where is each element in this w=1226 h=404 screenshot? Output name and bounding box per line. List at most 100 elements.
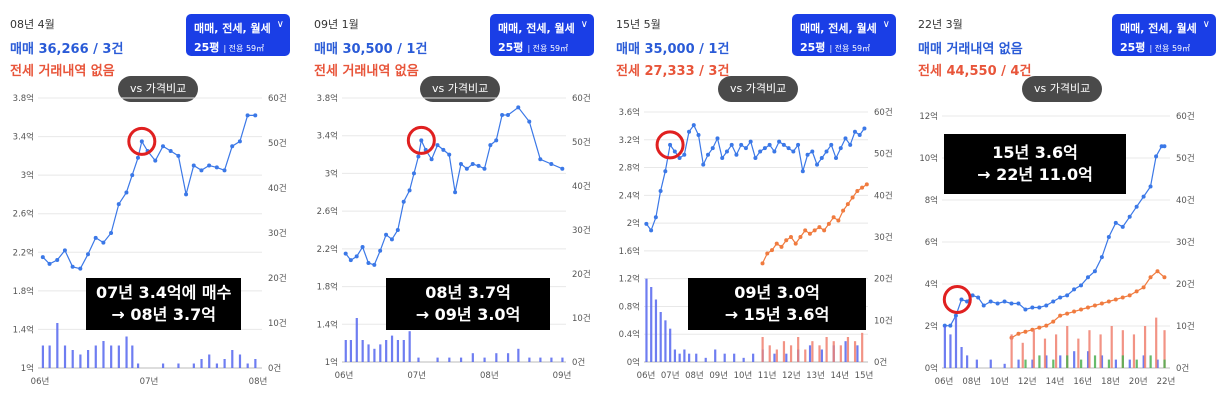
compare-price-button[interactable]: vs 가격비교 bbox=[1022, 76, 1103, 102]
sale-price-point bbox=[1037, 305, 1042, 310]
y-tick-label: 1.4억 bbox=[13, 324, 34, 335]
y2-tick-label: 60건 bbox=[874, 107, 893, 118]
volume-bar bbox=[1080, 359, 1083, 368]
volume-bar bbox=[1045, 355, 1048, 368]
volume-bar bbox=[654, 299, 658, 362]
x-tick-label: 06년 bbox=[935, 376, 954, 387]
sale-price-point bbox=[970, 293, 975, 298]
volume-bar bbox=[223, 359, 226, 368]
volume-bar bbox=[1003, 363, 1006, 368]
y2-tick-label: 60건 bbox=[572, 93, 591, 104]
volume-bar bbox=[56, 323, 59, 368]
sale-price-point bbox=[644, 221, 649, 226]
volume-bar bbox=[1024, 359, 1027, 368]
volume-bar bbox=[1156, 359, 1159, 368]
sale-price-point bbox=[435, 143, 440, 148]
y-tick-label: 2.4억 bbox=[619, 190, 640, 201]
volume-bar bbox=[1017, 359, 1020, 368]
sale-price-point bbox=[429, 157, 434, 162]
x-tick-label: 06년 bbox=[637, 370, 656, 381]
y2-tick-label: 30건 bbox=[572, 225, 591, 236]
lease-price-line bbox=[1011, 270, 1165, 339]
lease-price-point bbox=[803, 228, 808, 233]
y2-tick-label: 10건 bbox=[874, 315, 893, 326]
sale-price-point bbox=[191, 163, 196, 168]
volume-bar bbox=[161, 363, 165, 368]
lease-price-point bbox=[864, 182, 869, 187]
volume-bar bbox=[960, 347, 963, 368]
y-tick-label: 3억 bbox=[21, 170, 34, 181]
trade-type-select[interactable]: 매매, 전세, 월세 ∨ 25평 | 전용 59㎡ bbox=[490, 14, 594, 56]
sale-price-point bbox=[981, 303, 986, 308]
sale-price-point bbox=[516, 105, 521, 110]
sale-price-point bbox=[230, 144, 235, 149]
sale-price-point bbox=[1092, 269, 1097, 274]
trade-type-select[interactable]: 매매, 전세, 월세 ∨ 25평 | 전용 59㎡ bbox=[186, 14, 290, 56]
annotation-box: 09년 3.0억 → 15년 3.6억 bbox=[688, 278, 866, 330]
volume-bar bbox=[989, 359, 992, 368]
y-tick-label: 2.6억 bbox=[317, 206, 338, 217]
volume-bar bbox=[436, 357, 439, 362]
annotation-line-1: 15년 3.6억 bbox=[992, 143, 1078, 162]
volume-bar bbox=[673, 349, 677, 362]
compare-price-button[interactable]: vs 가격비교 bbox=[718, 76, 799, 102]
sale-price-line bbox=[345, 106, 563, 266]
sale-price-point bbox=[857, 133, 862, 138]
annotation-line-2: → 08년 3.7억 bbox=[111, 305, 216, 324]
sale-price-point bbox=[214, 165, 219, 170]
sale-price-point bbox=[199, 168, 204, 173]
sale-price-point bbox=[843, 136, 848, 141]
y-tick-label: 2.2억 bbox=[317, 244, 338, 255]
volume-bar bbox=[733, 353, 736, 362]
area-pyeong: 25평 bbox=[498, 41, 524, 54]
volume-bar bbox=[1163, 330, 1166, 368]
y2-tick-label: 20건 bbox=[1176, 279, 1195, 290]
volume-bar bbox=[528, 357, 531, 362]
sale-price-point bbox=[411, 171, 416, 176]
volume-bar bbox=[856, 345, 859, 362]
sale-price-point bbox=[464, 166, 469, 171]
panel-date: 22년 3월 bbox=[918, 18, 963, 31]
volume-bar bbox=[215, 363, 219, 368]
volume-bar bbox=[200, 359, 203, 368]
y-tick-label: 4억 bbox=[925, 279, 938, 290]
x-tick-label: 14년 bbox=[1046, 376, 1065, 387]
volume-bar bbox=[664, 320, 667, 362]
sale-price-point bbox=[1159, 144, 1164, 149]
trade-type-select[interactable]: 매매, 전세, 월세 ∨ 25평 | 전용 59㎡ bbox=[792, 14, 896, 56]
x-tick-label: 08년 bbox=[685, 370, 704, 381]
sale-price-point bbox=[701, 162, 706, 167]
area-pyeong: 25평 bbox=[800, 41, 826, 54]
y-tick-label: 1억 bbox=[325, 357, 338, 368]
sale-price-point bbox=[160, 144, 165, 149]
sale-price-point bbox=[959, 297, 964, 302]
annotation-box: 08년 3.7억 → 09년 3.0억 bbox=[386, 278, 550, 330]
volume-bar bbox=[832, 341, 835, 362]
sale-price-point bbox=[488, 143, 493, 148]
y2-tick-label: 0건 bbox=[874, 357, 887, 368]
lease-price-point bbox=[812, 228, 817, 233]
sale-price-point bbox=[549, 162, 554, 166]
lease-price-point bbox=[774, 241, 779, 246]
sale-price-point bbox=[729, 142, 734, 147]
volume-bar bbox=[1121, 355, 1124, 368]
volume-bar bbox=[208, 354, 211, 368]
volume-bar bbox=[1032, 330, 1035, 368]
volume-bar bbox=[714, 349, 717, 362]
chart-panel-1: 08년 4월 매매 36,266 / 3건 전세 거래내역 없음 매매, 전세,… bbox=[0, 0, 300, 404]
volume-bar bbox=[695, 353, 698, 362]
sale-summary: 매매 35,000 / 1건 bbox=[616, 42, 730, 57]
volume-bar bbox=[789, 345, 793, 362]
y-tick-label: 10억 bbox=[919, 153, 938, 164]
sale-summary: 매매 36,266 / 3건 bbox=[10, 42, 124, 57]
y2-tick-label: 40건 bbox=[874, 190, 893, 201]
sale-price-point bbox=[109, 231, 114, 235]
y2-tick-label: 40건 bbox=[572, 181, 591, 192]
volume-bar bbox=[41, 345, 45, 368]
y2-tick-label: 0건 bbox=[268, 363, 281, 374]
volume-bar bbox=[246, 363, 249, 368]
volume-bar bbox=[659, 312, 662, 362]
trade-type-select[interactable]: 매매, 전세, 월세 ∨ 25평 | 전용 59㎡ bbox=[1112, 14, 1216, 56]
volume-bar bbox=[761, 337, 764, 362]
sale-price-point bbox=[777, 139, 782, 144]
